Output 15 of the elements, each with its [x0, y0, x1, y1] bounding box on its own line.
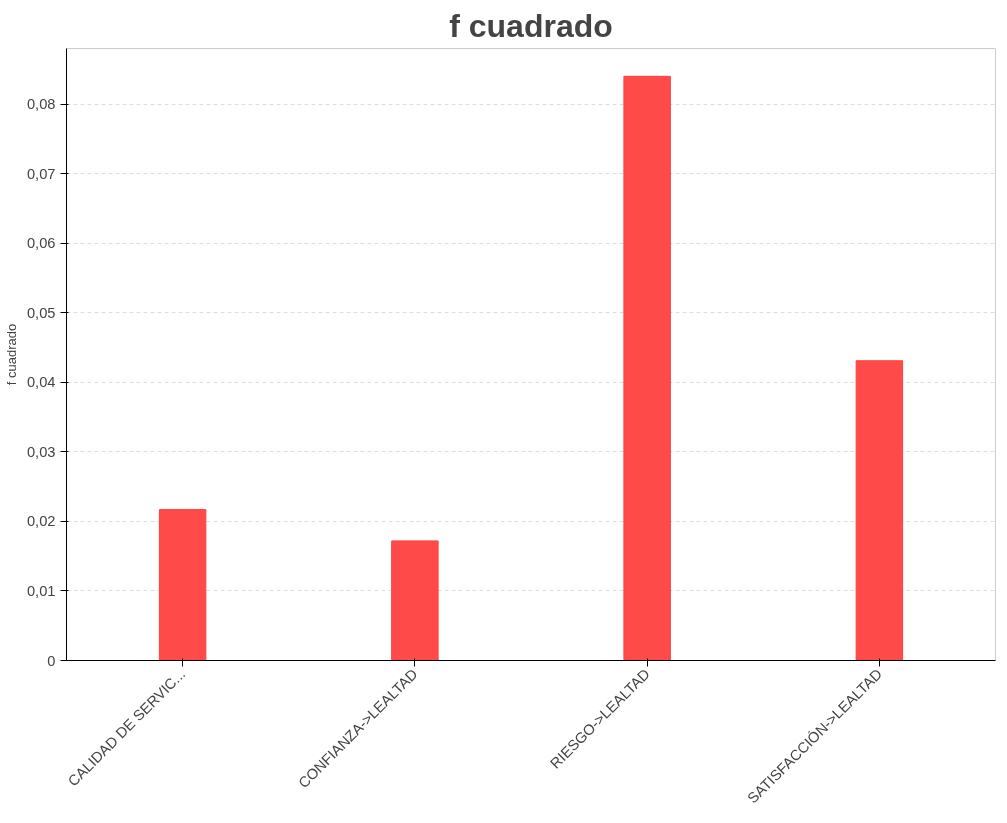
- y-tick-label: 0,02: [26, 513, 56, 530]
- y-tick-label: 0,01: [26, 582, 56, 599]
- bar: [623, 75, 671, 661]
- chart-title: f cuadrado: [449, 7, 613, 44]
- y-tick-label: 0,03: [26, 443, 56, 460]
- bar: [855, 360, 904, 661]
- y-tick-label: 0,06: [26, 235, 56, 252]
- y-tick-label: 0: [47, 652, 56, 669]
- y-tick-label: 0,05: [26, 304, 56, 321]
- y-tick-label: 0,07: [26, 165, 56, 182]
- bar: [391, 540, 439, 661]
- y-tick-label: 0,04: [26, 374, 56, 391]
- y-axis-title: f cuadrado: [3, 323, 19, 386]
- y-tick-label: 0,08: [26, 96, 56, 113]
- bar: [158, 509, 207, 661]
